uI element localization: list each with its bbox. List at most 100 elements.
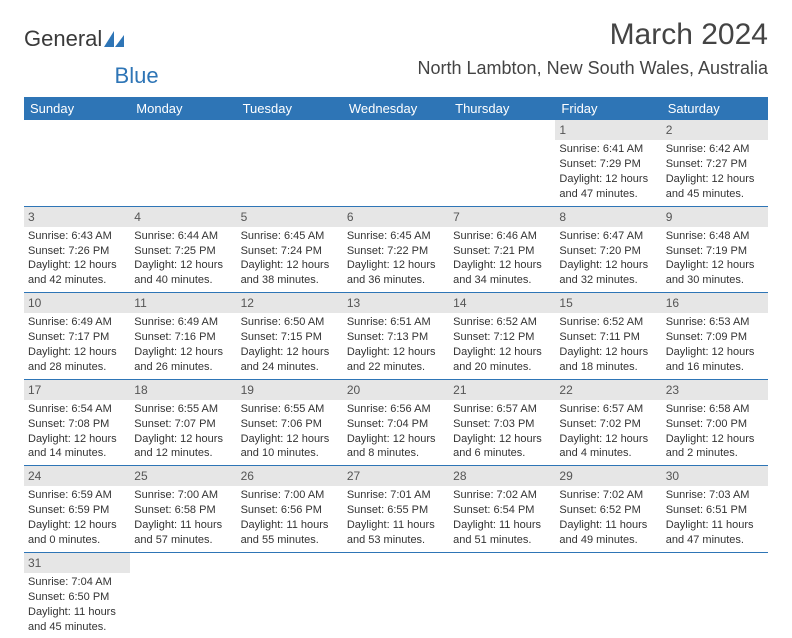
day-body: Sunrise: 7:04 AMSunset: 6:50 PMDaylight:… bbox=[24, 573, 130, 638]
day-number: 20 bbox=[343, 380, 449, 400]
daylight-text: Daylight: 11 hours and 51 minutes. bbox=[453, 518, 551, 548]
sunset-text: Sunset: 7:17 PM bbox=[28, 330, 126, 345]
day-body: Sunrise: 6:55 AMSunset: 7:06 PMDaylight:… bbox=[237, 400, 343, 465]
sunset-text: Sunset: 6:55 PM bbox=[347, 503, 445, 518]
day-body: Sunrise: 7:00 AMSunset: 6:56 PMDaylight:… bbox=[237, 486, 343, 551]
weekday-thu: Thursday bbox=[449, 97, 555, 120]
daylight-text: Daylight: 11 hours and 53 minutes. bbox=[347, 518, 445, 548]
day-number: 22 bbox=[555, 380, 661, 400]
daylight-text: Daylight: 12 hours and 42 minutes. bbox=[28, 258, 126, 288]
location: North Lambton, New South Wales, Australi… bbox=[418, 58, 769, 79]
sunset-text: Sunset: 6:54 PM bbox=[453, 503, 551, 518]
sunrise-text: Sunrise: 6:57 AM bbox=[559, 402, 657, 417]
sunrise-text: Sunrise: 6:52 AM bbox=[453, 315, 551, 330]
day-body: Sunrise: 6:45 AMSunset: 7:24 PMDaylight:… bbox=[237, 227, 343, 292]
day-body: Sunrise: 6:57 AMSunset: 7:03 PMDaylight:… bbox=[449, 400, 555, 465]
sunrise-text: Sunrise: 7:00 AM bbox=[241, 488, 339, 503]
day-body: Sunrise: 7:02 AMSunset: 6:54 PMDaylight:… bbox=[449, 486, 555, 551]
day-cell: 14Sunrise: 6:52 AMSunset: 7:12 PMDayligh… bbox=[449, 293, 555, 379]
daylight-text: Daylight: 11 hours and 55 minutes. bbox=[241, 518, 339, 548]
day-cell: 11Sunrise: 6:49 AMSunset: 7:16 PMDayligh… bbox=[130, 293, 236, 379]
weekday-tue: Tuesday bbox=[237, 97, 343, 120]
sunrise-text: Sunrise: 6:47 AM bbox=[559, 229, 657, 244]
day-number: 28 bbox=[449, 466, 555, 486]
day-body: Sunrise: 6:53 AMSunset: 7:09 PMDaylight:… bbox=[662, 313, 768, 378]
sunrise-text: Sunrise: 6:45 AM bbox=[241, 229, 339, 244]
sunrise-text: Sunrise: 6:45 AM bbox=[347, 229, 445, 244]
sunset-text: Sunset: 7:06 PM bbox=[241, 417, 339, 432]
sunrise-text: Sunrise: 6:49 AM bbox=[134, 315, 232, 330]
sunrise-text: Sunrise: 6:49 AM bbox=[28, 315, 126, 330]
day-body: Sunrise: 6:52 AMSunset: 7:12 PMDaylight:… bbox=[449, 313, 555, 378]
sunrise-text: Sunrise: 7:00 AM bbox=[134, 488, 232, 503]
day-body: Sunrise: 6:57 AMSunset: 7:02 PMDaylight:… bbox=[555, 400, 661, 465]
day-number: 15 bbox=[555, 293, 661, 313]
day-body: Sunrise: 6:54 AMSunset: 7:08 PMDaylight:… bbox=[24, 400, 130, 465]
day-body: Sunrise: 6:56 AMSunset: 7:04 PMDaylight:… bbox=[343, 400, 449, 465]
week-row: 31Sunrise: 7:04 AMSunset: 6:50 PMDayligh… bbox=[24, 553, 768, 638]
day-body: Sunrise: 7:01 AMSunset: 6:55 PMDaylight:… bbox=[343, 486, 449, 551]
daylight-text: Daylight: 12 hours and 32 minutes. bbox=[559, 258, 657, 288]
sunset-text: Sunset: 7:21 PM bbox=[453, 244, 551, 259]
day-body: Sunrise: 6:49 AMSunset: 7:17 PMDaylight:… bbox=[24, 313, 130, 378]
sunset-text: Sunset: 6:58 PM bbox=[134, 503, 232, 518]
day-number: 6 bbox=[343, 207, 449, 227]
day-number: 23 bbox=[662, 380, 768, 400]
day-body: Sunrise: 6:46 AMSunset: 7:21 PMDaylight:… bbox=[449, 227, 555, 292]
day-body: Sunrise: 6:58 AMSunset: 7:00 PMDaylight:… bbox=[662, 400, 768, 465]
empty-cell bbox=[237, 120, 343, 206]
sunrise-text: Sunrise: 6:59 AM bbox=[28, 488, 126, 503]
day-body: Sunrise: 6:42 AMSunset: 7:27 PMDaylight:… bbox=[662, 140, 768, 205]
daylight-text: Daylight: 12 hours and 34 minutes. bbox=[453, 258, 551, 288]
day-number: 5 bbox=[237, 207, 343, 227]
day-cell: 17Sunrise: 6:54 AMSunset: 7:08 PMDayligh… bbox=[24, 380, 130, 466]
day-cell: 27Sunrise: 7:01 AMSunset: 6:55 PMDayligh… bbox=[343, 466, 449, 552]
day-cell: 25Sunrise: 7:00 AMSunset: 6:58 PMDayligh… bbox=[130, 466, 236, 552]
daylight-text: Daylight: 12 hours and 0 minutes. bbox=[28, 518, 126, 548]
day-cell: 15Sunrise: 6:52 AMSunset: 7:11 PMDayligh… bbox=[555, 293, 661, 379]
week-row: 3Sunrise: 6:43 AMSunset: 7:26 PMDaylight… bbox=[24, 207, 768, 294]
logo-text-2: Blue bbox=[115, 63, 159, 89]
day-number: 3 bbox=[24, 207, 130, 227]
day-body: Sunrise: 6:49 AMSunset: 7:16 PMDaylight:… bbox=[130, 313, 236, 378]
day-number: 17 bbox=[24, 380, 130, 400]
day-cell: 24Sunrise: 6:59 AMSunset: 6:59 PMDayligh… bbox=[24, 466, 130, 552]
day-cell: 1Sunrise: 6:41 AMSunset: 7:29 PMDaylight… bbox=[555, 120, 661, 206]
day-number: 27 bbox=[343, 466, 449, 486]
sunrise-text: Sunrise: 6:43 AM bbox=[28, 229, 126, 244]
sunset-text: Sunset: 7:11 PM bbox=[559, 330, 657, 345]
sunset-text: Sunset: 7:27 PM bbox=[666, 157, 764, 172]
sunrise-text: Sunrise: 6:42 AM bbox=[666, 142, 764, 157]
sunrise-text: Sunrise: 6:54 AM bbox=[28, 402, 126, 417]
day-body: Sunrise: 6:52 AMSunset: 7:11 PMDaylight:… bbox=[555, 313, 661, 378]
day-number: 19 bbox=[237, 380, 343, 400]
sunset-text: Sunset: 6:52 PM bbox=[559, 503, 657, 518]
sunrise-text: Sunrise: 6:50 AM bbox=[241, 315, 339, 330]
day-cell: 4Sunrise: 6:44 AMSunset: 7:25 PMDaylight… bbox=[130, 207, 236, 293]
daylight-text: Daylight: 11 hours and 49 minutes. bbox=[559, 518, 657, 548]
day-cell: 26Sunrise: 7:00 AMSunset: 6:56 PMDayligh… bbox=[237, 466, 343, 552]
sunrise-text: Sunrise: 7:02 AM bbox=[559, 488, 657, 503]
daylight-text: Daylight: 12 hours and 28 minutes. bbox=[28, 345, 126, 375]
daylight-text: Daylight: 12 hours and 6 minutes. bbox=[453, 432, 551, 462]
day-body: Sunrise: 6:48 AMSunset: 7:19 PMDaylight:… bbox=[662, 227, 768, 292]
sunrise-text: Sunrise: 7:02 AM bbox=[453, 488, 551, 503]
day-cell: 5Sunrise: 6:45 AMSunset: 7:24 PMDaylight… bbox=[237, 207, 343, 293]
day-number: 9 bbox=[662, 207, 768, 227]
sunrise-text: Sunrise: 6:48 AM bbox=[666, 229, 764, 244]
day-cell: 28Sunrise: 7:02 AMSunset: 6:54 PMDayligh… bbox=[449, 466, 555, 552]
day-number: 13 bbox=[343, 293, 449, 313]
daylight-text: Daylight: 12 hours and 2 minutes. bbox=[666, 432, 764, 462]
day-number: 1 bbox=[555, 120, 661, 140]
sunrise-text: Sunrise: 6:55 AM bbox=[241, 402, 339, 417]
sunset-text: Sunset: 7:02 PM bbox=[559, 417, 657, 432]
day-body: Sunrise: 6:45 AMSunset: 7:22 PMDaylight:… bbox=[343, 227, 449, 292]
day-cell: 31Sunrise: 7:04 AMSunset: 6:50 PMDayligh… bbox=[24, 553, 130, 638]
empty-cell bbox=[343, 120, 449, 206]
sunset-text: Sunset: 7:00 PM bbox=[666, 417, 764, 432]
day-number: 16 bbox=[662, 293, 768, 313]
sunset-text: Sunset: 7:03 PM bbox=[453, 417, 551, 432]
day-number: 24 bbox=[24, 466, 130, 486]
day-body: Sunrise: 6:59 AMSunset: 6:59 PMDaylight:… bbox=[24, 486, 130, 551]
day-number: 7 bbox=[449, 207, 555, 227]
